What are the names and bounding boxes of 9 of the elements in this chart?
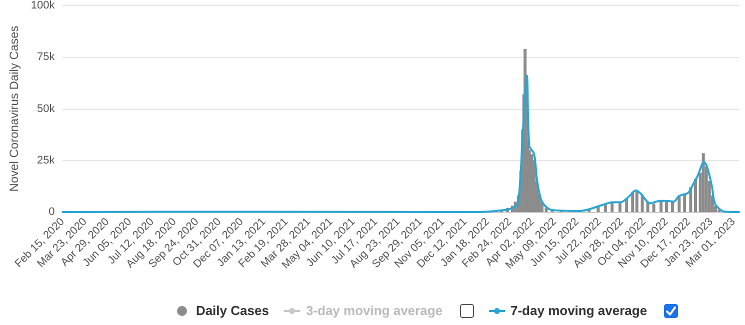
y-tick-label: 50k xyxy=(37,102,56,115)
legend-label: Daily Cases xyxy=(196,303,269,318)
y-axis-title: Novel Coronavirus Daily Cases xyxy=(7,26,21,192)
y-tick-label: 0 xyxy=(48,206,55,218)
y-tick-label: 75k xyxy=(37,51,56,64)
y-tick-label: 25k xyxy=(37,154,56,166)
legend-label: 3-day moving average xyxy=(306,303,442,318)
y-tick-label: 100k xyxy=(30,0,56,12)
legend-label: 7-day moving average xyxy=(510,303,648,318)
